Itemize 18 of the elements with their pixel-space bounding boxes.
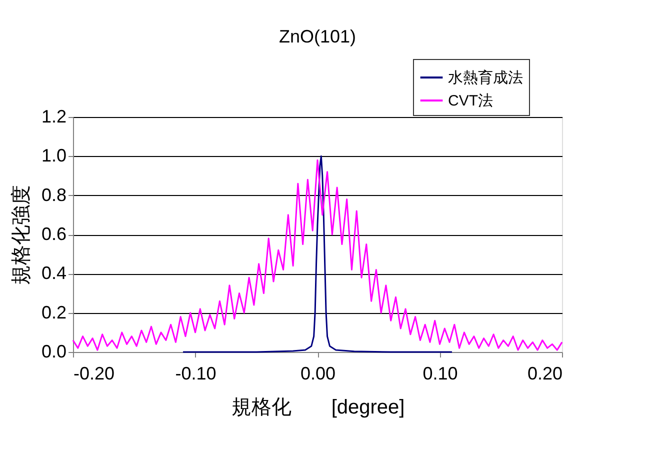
y-tick-label: 0.6 [41, 224, 66, 244]
line-series [182, 155, 453, 353]
x-tick-label: -0.20 [74, 364, 115, 384]
legend-label: 水熱育成法 [448, 70, 523, 86]
legend-label: CVT法 [448, 92, 493, 110]
y-tick-label: 0.2 [41, 302, 66, 322]
x-tick-label: -0.10 [175, 364, 216, 384]
y-tick-label: 1.2 [41, 106, 66, 126]
x-tick-label: 0.20 [527, 364, 562, 384]
chart-title: ZnO(101) [278, 26, 356, 46]
x-axis-title: 規格化 [degree] [231, 396, 405, 418]
y-tick-label: 0.0 [41, 342, 66, 362]
y-axis-title: 規格化強度 [10, 185, 32, 285]
x-tick-label: 0.00 [300, 364, 336, 384]
y-tick-label: 0.4 [41, 263, 66, 284]
x-tick-label: 0.10 [422, 364, 458, 384]
y-tick-label: 0.8 [41, 184, 66, 205]
y-tick-label: 1.0 [41, 146, 66, 166]
